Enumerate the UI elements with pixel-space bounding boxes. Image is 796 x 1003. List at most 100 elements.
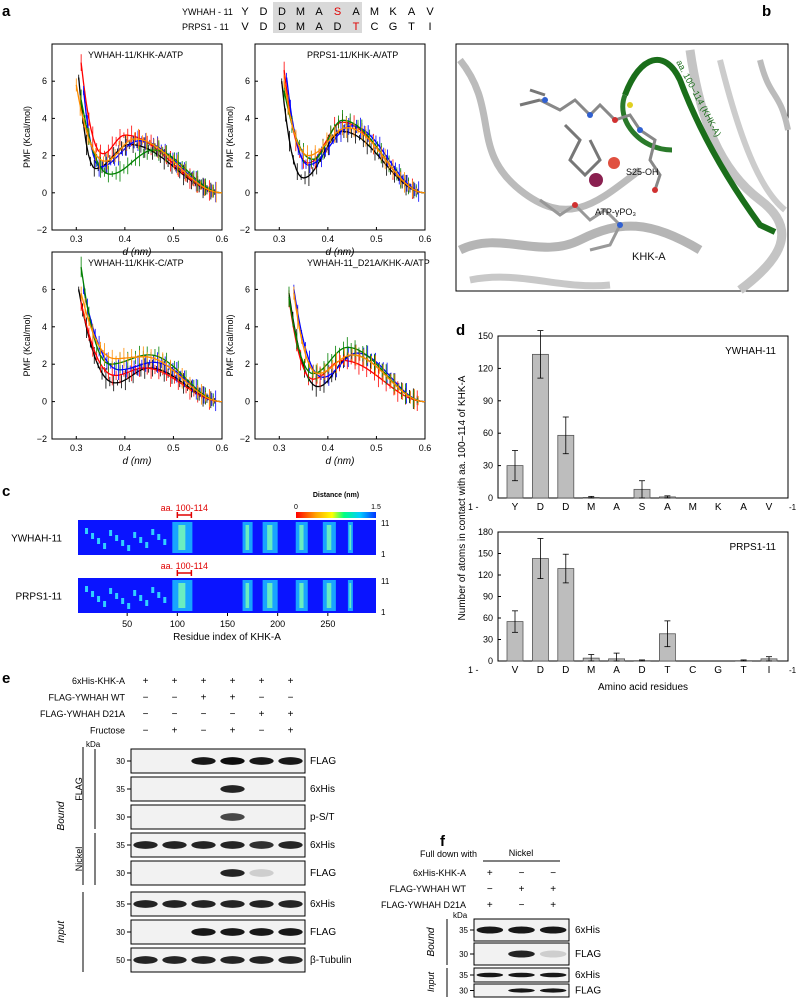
pulldown-label: Full down with xyxy=(420,849,477,859)
heatmap-speck xyxy=(97,596,100,602)
x-axis-label: d (nm) xyxy=(326,456,355,467)
y-tick-label: 0 xyxy=(245,188,250,198)
blot-band xyxy=(477,926,504,933)
blot-mw-label: 30 xyxy=(459,987,468,996)
heatmap-hotspot xyxy=(267,525,272,550)
pulldown-agent: Nickel xyxy=(509,848,534,858)
bar-y-tick-label: 180 xyxy=(478,527,493,537)
blot-band xyxy=(540,950,567,957)
seq-residue: A xyxy=(315,21,323,33)
bar-category-label: K xyxy=(715,502,722,513)
blot-row-label: FLAG xyxy=(310,927,336,938)
seq-residue: A xyxy=(352,6,360,18)
condition-sign: + xyxy=(519,884,525,895)
heatmap-row-label: YWHAH-11 xyxy=(11,534,62,545)
heatmap-hotspot xyxy=(327,583,332,608)
bar-category-label: C xyxy=(689,665,696,676)
group-label-bound: Bound xyxy=(56,801,67,830)
heatmap-speck xyxy=(91,533,94,539)
range-start-label: 1 - xyxy=(468,665,479,675)
bar-y-tick-label: 120 xyxy=(478,363,493,373)
panel-letter-e: e xyxy=(2,670,10,687)
panel-letter-f: f xyxy=(440,833,446,850)
heatmap-x-tick-label: 200 xyxy=(270,619,285,629)
blot-row-label: p-S/T xyxy=(310,812,334,823)
blot-band xyxy=(220,900,244,908)
blot-band xyxy=(162,900,186,908)
heatmap-speck xyxy=(151,587,154,593)
heatmap-x-tick-label: 50 xyxy=(122,619,132,629)
y-axis-label: PMF (Kcal/mol) xyxy=(22,314,32,376)
region-label: aa. 100-114 xyxy=(161,503,208,513)
bar-category-label: D xyxy=(562,502,569,513)
heatmap-speck xyxy=(145,600,148,606)
blot-band xyxy=(249,841,273,849)
blot-band xyxy=(249,757,273,765)
bar-y-tick-label: 150 xyxy=(478,549,493,559)
seq-residue: G xyxy=(389,21,398,33)
condition-sign: + xyxy=(259,709,265,720)
blot-row-label: 6xHis xyxy=(575,925,600,936)
blot-band xyxy=(249,928,273,936)
y-tick-label: 6 xyxy=(245,284,250,294)
heatmap-hotspot xyxy=(267,583,272,608)
blot-band xyxy=(278,757,302,765)
condition-label: FLAG-YWHAH D21A xyxy=(40,709,125,719)
heatmap-hotspot xyxy=(349,583,351,608)
x-tick-label: 0.5 xyxy=(167,234,180,244)
plot-frame xyxy=(255,44,425,230)
bar-y-tick-label: 30 xyxy=(483,461,493,471)
heatmap-speck xyxy=(151,529,154,535)
blot-mw-label: 50 xyxy=(116,956,125,965)
colorbar-gradient xyxy=(296,512,376,518)
y-tick-label: −2 xyxy=(37,434,47,444)
panel-letter-a: a xyxy=(2,3,11,20)
bar-category-label: D xyxy=(562,665,569,676)
heatmap-speck xyxy=(139,537,142,543)
bar-category-label: M xyxy=(587,502,595,513)
blot-band xyxy=(220,928,244,936)
pmf-curve xyxy=(81,267,222,402)
bar-category-label: V xyxy=(766,502,773,513)
pmf-curve xyxy=(76,85,222,193)
bar-x-axis-label: Amino acid residues xyxy=(598,682,688,693)
heatmap-speck xyxy=(109,588,112,594)
pmf-curve xyxy=(81,293,222,402)
heatmap-speck xyxy=(85,586,88,592)
heatmap-speck xyxy=(133,532,136,538)
condition-sign: + xyxy=(550,900,556,911)
blot-band xyxy=(540,973,567,977)
seq-residue: D xyxy=(260,21,268,33)
y-tick-label: −2 xyxy=(37,225,47,235)
blot-mw-label: 30 xyxy=(116,813,125,822)
x-tick-label: 0.4 xyxy=(119,443,132,453)
seq-residue: K xyxy=(389,6,397,18)
condition-sign: − xyxy=(550,868,556,879)
structure-image: ATP-γPO₃ S25-OH KHK-A aa. 100–114 (KHK-A… xyxy=(456,44,788,291)
bar-category-label: M xyxy=(689,502,697,513)
y-tick-label: 4 xyxy=(42,322,47,332)
bar-category-label: V xyxy=(512,665,519,676)
panel-letter-b: b xyxy=(762,3,771,20)
y-tick-label: 2 xyxy=(245,359,250,369)
heatmap-x-label: Residue index of KHK-A xyxy=(173,632,281,643)
bar-y-tick-label: 60 xyxy=(483,613,493,623)
colorbar-max: 1.5 xyxy=(371,504,381,511)
bar-category-label: A xyxy=(740,502,747,513)
bar-category-label: S xyxy=(639,502,646,513)
bar-category-label: D xyxy=(638,665,645,676)
heatmap-speck xyxy=(157,592,160,598)
y-tick-label: 2 xyxy=(42,359,47,369)
heatmap-y-top: 11 xyxy=(381,577,390,586)
condition-sign: + xyxy=(288,676,294,687)
heatmap-y-top: 11 xyxy=(381,519,390,528)
range-end-label: -11 xyxy=(789,666,796,675)
x-tick-label: 0.6 xyxy=(419,234,432,244)
